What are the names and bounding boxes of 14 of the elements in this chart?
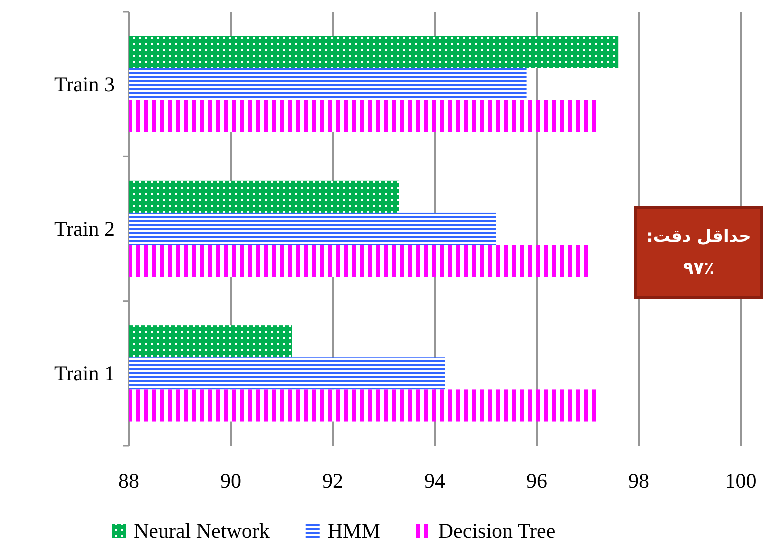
annotation: حداقل دقت: ۹۷٪	[646, 227, 752, 279]
y-tick-label: Train 3	[54, 72, 115, 96]
x-tick-label: 90	[220, 469, 242, 493]
y-tick-label: Train 1	[54, 362, 115, 386]
x-tick-label: 94	[424, 469, 446, 493]
legend-label: HMM	[328, 519, 381, 543]
x-tick-label: 100	[725, 469, 757, 493]
legend-label: Decision Tree	[438, 519, 556, 543]
x-tick-label: 92	[322, 469, 344, 493]
x-tick-label: 88	[118, 469, 140, 493]
x-tick-label: 98	[628, 469, 650, 493]
legend-label: Neural Network	[134, 519, 270, 543]
x-tick-label: 96	[526, 469, 548, 493]
y-tick-label: Train 2	[54, 217, 115, 241]
